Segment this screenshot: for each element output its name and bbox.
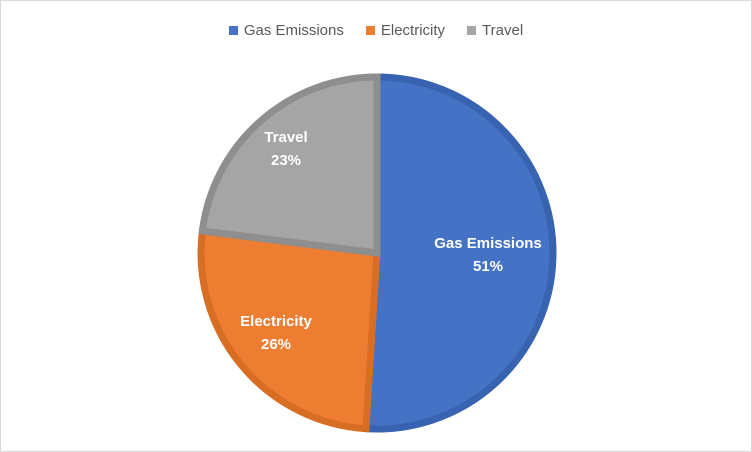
legend-item-electricity: Electricity [365,22,446,39]
legend-swatch-travel [467,26,477,35]
legend-swatch-gas-emissions [228,26,238,35]
slice-value-travel: 23% [271,152,301,169]
slice-label-gas-emissions: Gas Emissions [434,235,542,252]
slice-value-electricity: 26% [261,336,291,353]
legend-item-travel: Travel [467,22,523,39]
slice-label-electricity: Electricity [240,313,312,330]
legend-label-gas-emissions: Gas Emissions [243,22,344,39]
slice-value-gas-emissions: 51% [473,258,503,275]
legend-swatch-electricity [365,26,375,35]
pie-slice-gas-emissions [362,73,557,433]
pie-slice-electricity [197,227,381,433]
chart-legend: Gas Emissions Electricity Travel [0,22,752,39]
legend-label-travel: Travel [482,22,524,39]
pie-slice-travel [198,73,381,257]
legend-item-gas-emissions: Gas Emissions [228,22,344,39]
legend-label-electricity: Electricity [380,22,446,39]
slice-label-travel: Travel [264,129,307,146]
